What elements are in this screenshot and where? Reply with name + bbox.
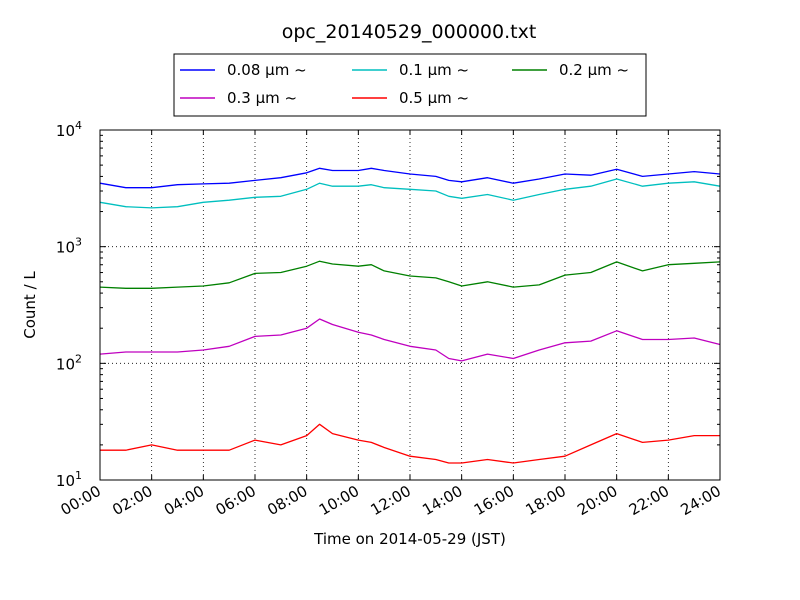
series-line bbox=[99, 178, 721, 209]
legend-label: 0.3 μm ~ bbox=[227, 89, 297, 107]
x-tick-label: 04:00 bbox=[161, 482, 207, 519]
x-tick-label: 22:00 bbox=[626, 482, 672, 519]
y-tick-base: 10 bbox=[56, 122, 75, 140]
y-tick-label: 104 bbox=[56, 119, 82, 140]
legend-label: 0.2 μm ~ bbox=[559, 61, 629, 79]
series-line bbox=[99, 318, 721, 362]
legend-box bbox=[173, 53, 647, 117]
chart-title: opc_20140529_000000.txt bbox=[282, 21, 537, 43]
x-tick-label: 06:00 bbox=[213, 482, 259, 519]
x-tick-label: 14:00 bbox=[419, 482, 465, 519]
legend: 0.08 μm ~ 0.1 μm ~ 0.2 μm ~ 0.3 μm ~ 0.5 μm … bbox=[173, 53, 647, 117]
x-axis-label: Time on 2014-05-29 (JST) bbox=[313, 530, 506, 548]
y-tick-label: 102 bbox=[56, 352, 82, 373]
y-tick-exponent: 1 bbox=[75, 469, 82, 482]
plot-frame bbox=[100, 130, 720, 480]
grid bbox=[100, 130, 720, 480]
x-tick-label: 12:00 bbox=[368, 482, 414, 519]
y-tick-exponent: 3 bbox=[75, 236, 82, 249]
y-tick-label: 103 bbox=[56, 236, 82, 257]
legend-label: 0.08 μm ~ bbox=[227, 61, 307, 79]
y-tick-label: 101 bbox=[56, 469, 82, 490]
x-tick-label: 16:00 bbox=[471, 482, 517, 519]
series-layer bbox=[99, 167, 721, 464]
y-tick-exponent: 2 bbox=[75, 352, 82, 365]
y-tick-base: 10 bbox=[56, 239, 75, 257]
series-line bbox=[99, 167, 721, 189]
y-tick-exponent: 4 bbox=[75, 119, 82, 132]
x-tick-label: 20:00 bbox=[574, 482, 620, 519]
y-tick-base: 10 bbox=[56, 355, 75, 373]
x-tick-label: 24:00 bbox=[678, 482, 724, 519]
legend-label: 0.5 μm ~ bbox=[399, 89, 469, 107]
series-line bbox=[100, 423, 720, 464]
x-tick-label: 02:00 bbox=[109, 482, 155, 519]
series-line bbox=[99, 260, 721, 289]
y-tick-base: 10 bbox=[56, 472, 75, 490]
x-tick-label: 08:00 bbox=[264, 482, 310, 519]
x-tick-label: 18:00 bbox=[523, 482, 569, 519]
legend-label: 0.1 μm ~ bbox=[399, 61, 469, 79]
y-axis-label: Count / L bbox=[21, 271, 39, 339]
x-tick-label: 10:00 bbox=[316, 482, 362, 519]
